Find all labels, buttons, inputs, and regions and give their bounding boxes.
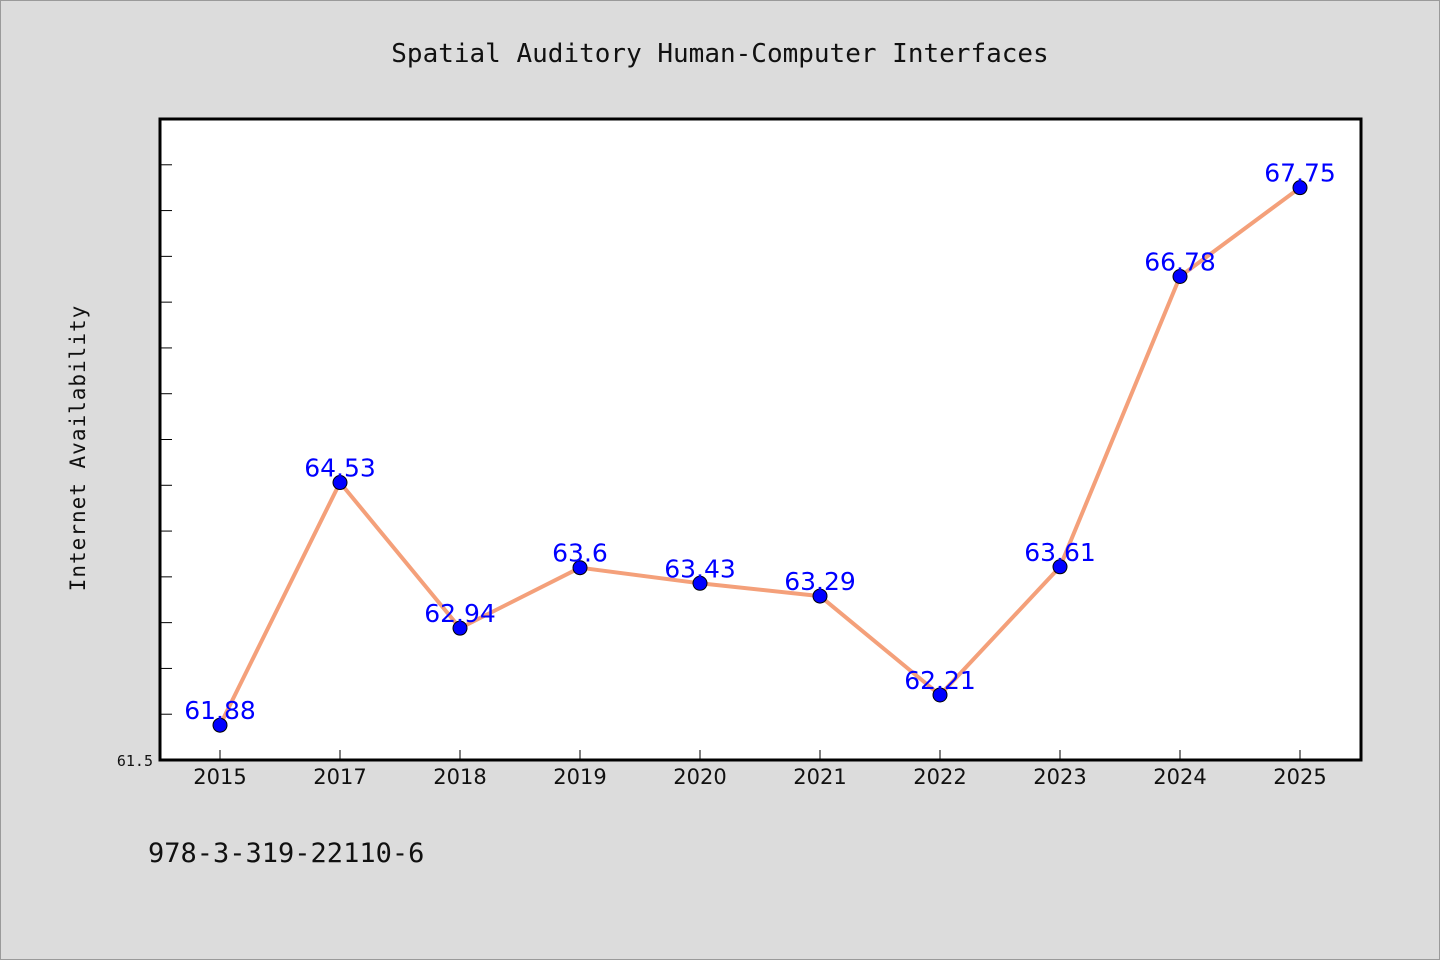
data-points [212, 180, 1308, 733]
x-tick-label: 2023 [1033, 765, 1086, 789]
data-label: 63.6 [552, 539, 608, 568]
x-tick-label: 2018 [433, 765, 486, 789]
data-label: 63.43 [664, 554, 736, 583]
x-tick-label: 2025 [1273, 765, 1326, 789]
y-axis-ticks [160, 164, 172, 761]
data-point [932, 687, 948, 703]
data-label: 61.88 [184, 696, 256, 725]
data-label: 62.21 [904, 666, 976, 695]
x-tick-label: 2015 [193, 765, 246, 789]
data-labels: 61.88 64.53 62.94 63.6 63.43 63.29 62.21 63.61 6… [184, 159, 1336, 726]
data-label: 66.78 [1144, 248, 1216, 277]
data-label: 64.53 [304, 454, 376, 483]
data-point [452, 620, 468, 636]
x-tick-label: 2022 [913, 765, 966, 789]
x-tick-label: 2019 [553, 765, 606, 789]
data-point [572, 560, 588, 576]
x-axis-ticks: 2015 2017 2018 2019 2020 2021 2022 2023 2024 2025 [193, 750, 1327, 789]
y-tick-label: 61.5 [117, 752, 153, 770]
data-label: 62.94 [424, 599, 496, 628]
data-point [332, 475, 348, 491]
data-point [1292, 180, 1308, 196]
x-tick-label: 2021 [793, 765, 846, 789]
chart-title: Spatial Auditory Human-Computer Interfac… [391, 39, 1048, 69]
data-point [812, 588, 828, 604]
data-point [212, 717, 228, 733]
data-point [1052, 559, 1068, 575]
data-label: 63.61 [1024, 538, 1096, 567]
series-line [218, 186, 1302, 727]
x-tick-label: 2024 [1153, 765, 1206, 789]
data-label: 67.75 [1264, 159, 1336, 188]
data-point [1172, 269, 1188, 285]
y-axis-label: Internet Availability [66, 305, 90, 592]
isbn-footer: 978-3-319-22110-6 [148, 838, 424, 869]
data-label: 63.29 [784, 567, 856, 596]
x-tick-label: 2020 [673, 765, 726, 789]
plot-area [158, 117, 1363, 762]
data-point [692, 575, 708, 591]
x-tick-label: 2017 [313, 765, 366, 789]
